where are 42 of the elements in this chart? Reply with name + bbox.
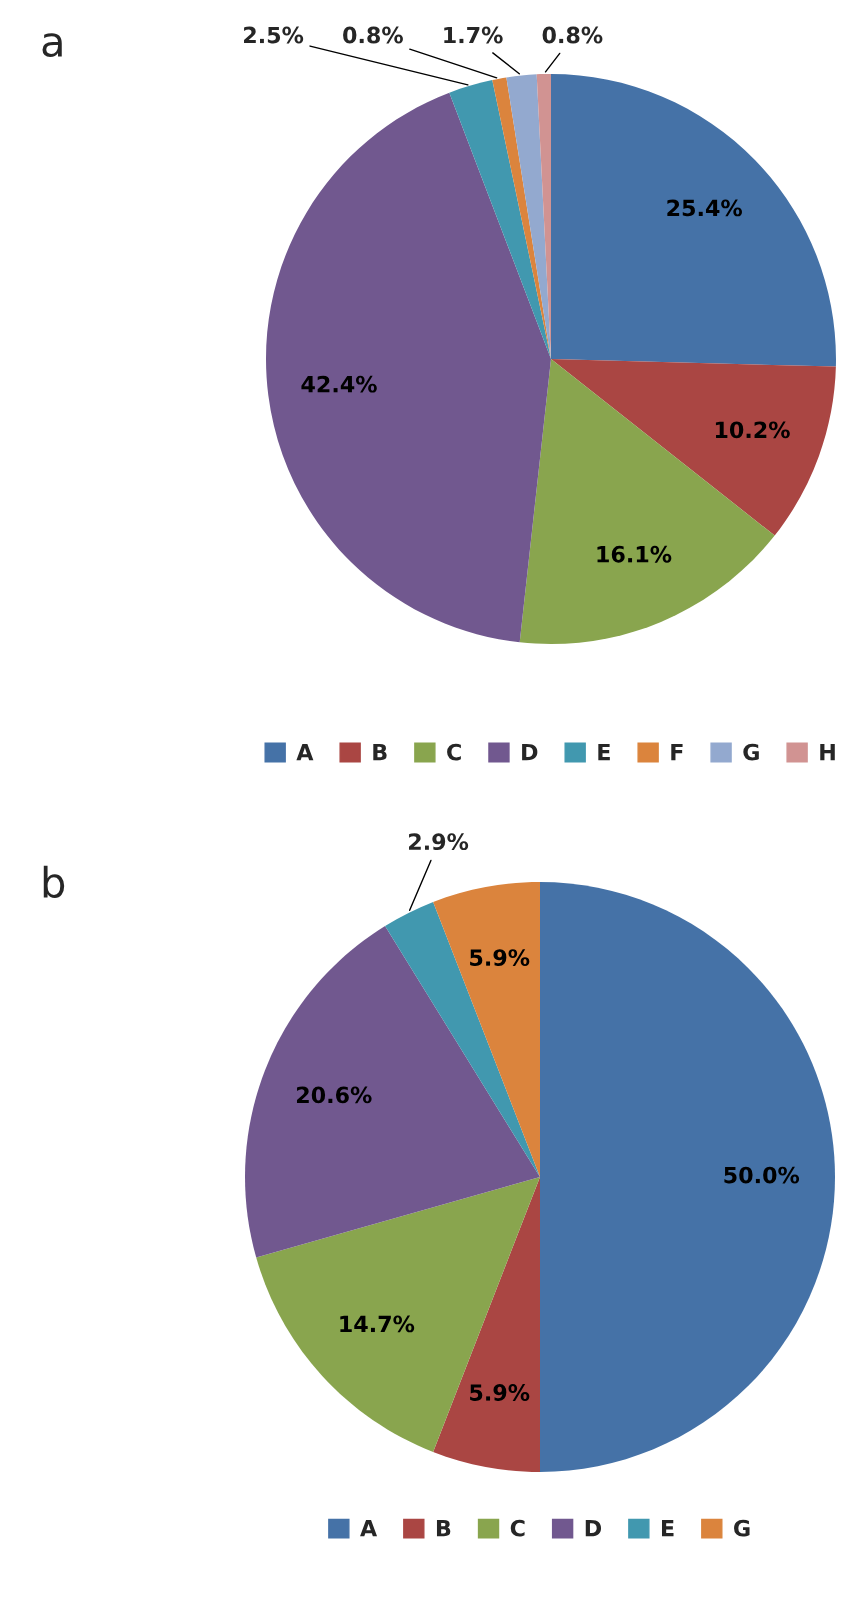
pie-slice [492,77,551,359]
pie-slice [449,80,551,359]
pie-slice [385,902,540,1177]
data-label: 2.5% [244,26,304,44]
pie-slice [506,74,551,359]
legend-label: H [820,743,835,761]
data-label: 0.8% [343,26,403,44]
data-label: 25.4% [667,199,742,217]
data-label: 42.4% [301,375,377,393]
legend-label: B [436,1520,451,1537]
pie-slice [433,882,540,1177]
legend-label: B [373,743,387,761]
legend-label: G [743,743,759,761]
chart-title: a [42,33,62,58]
legend-label: E [598,743,610,761]
pie-slice [433,1177,540,1472]
pie-slice [551,359,836,536]
data-label: 1.7% [444,26,503,44]
legend-label: C [447,743,461,761]
data-label: 5.9% [470,949,530,966]
pie-slice [266,92,551,643]
legend-label: F [671,743,683,761]
legend-label: E [662,1520,674,1537]
data-label: 2.9% [409,833,469,851]
data-label: 5.9% [470,1384,530,1401]
data-label: 10.2% [715,421,790,439]
data-label: 50.0% [724,1166,800,1184]
pie-slice [256,1177,540,1452]
text: b [43,865,65,899]
pie-slice [540,882,835,1472]
legend-label: D [522,743,538,761]
data-label: 20.6% [296,1086,372,1104]
legend-label: D [585,1520,602,1537]
legend-label: A [296,743,314,761]
data-label: 14.7% [340,1315,415,1333]
pie-slice [245,925,540,1258]
legend-label: A [360,1520,378,1537]
data-label: 0.8% [542,26,603,44]
legend-label: G [734,1519,750,1537]
legend-label: C [510,1519,525,1537]
data-label: 16.1% [597,545,672,563]
pie-slice [551,74,836,367]
